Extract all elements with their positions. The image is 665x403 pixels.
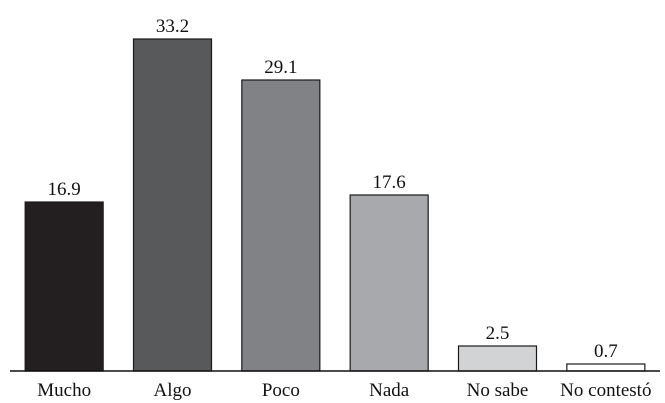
bar-nada: [349, 194, 429, 372]
x-tick-labels-layer: Mucho Algo Poco Nada No sabe No contestó: [37, 380, 651, 401]
value-label: 29.1: [264, 57, 297, 78]
bar-no-contestó: [566, 363, 646, 372]
bars-layer: [24, 38, 646, 372]
value-label: 16.9: [48, 179, 81, 200]
x-tick-label: Mucho: [37, 380, 91, 401]
bar-poco: [241, 79, 321, 372]
value-labels-layer: 16.9 33.2 29.1 17.6 2.5 0.7: [48, 16, 618, 362]
x-tick-label: No contestó: [560, 380, 651, 401]
bar-no-sabe: [457, 345, 538, 372]
value-label: 0.7: [594, 341, 618, 362]
x-tick-label: Nada: [369, 380, 410, 401]
bar-algo: [132, 38, 213, 372]
value-label: 17.6: [373, 172, 406, 193]
value-label: 2.5: [486, 323, 510, 344]
value-label: 33.2: [156, 16, 189, 37]
x-tick-label: Poco: [262, 380, 300, 401]
x-tick-label: Algo: [154, 380, 192, 401]
bar-mucho: [24, 201, 104, 372]
x-tick-label: No sabe: [467, 380, 529, 401]
